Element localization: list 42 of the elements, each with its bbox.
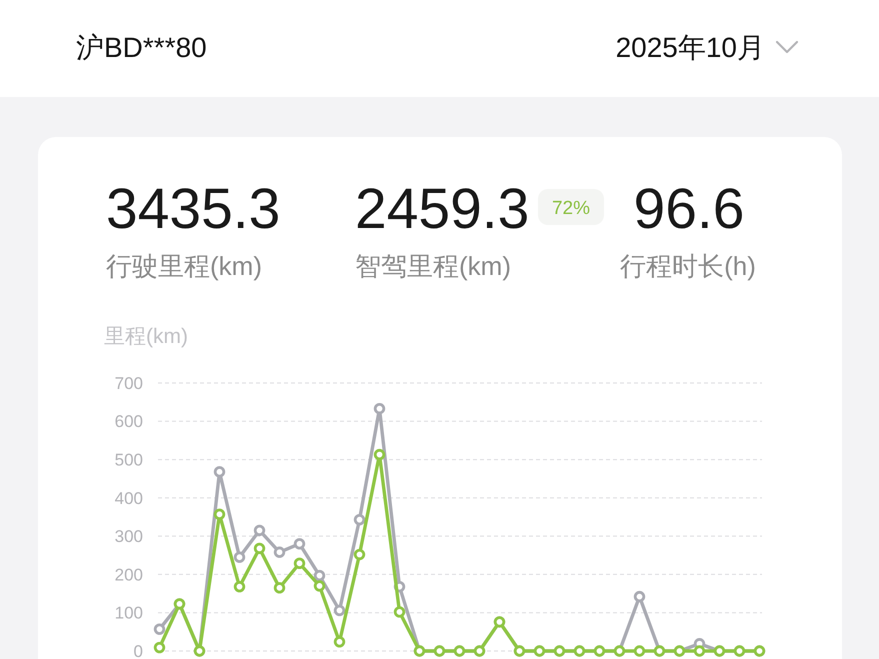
point	[634, 645, 646, 657]
y-axis-title: 里程(km)	[104, 325, 188, 348]
y-tick-label: 500	[114, 450, 143, 470]
point	[634, 590, 646, 602]
point	[214, 508, 226, 520]
point	[254, 542, 266, 554]
point	[314, 570, 326, 582]
point	[254, 524, 266, 536]
y-tick-label: 0	[134, 642, 143, 659]
y-tick-label: 600	[114, 412, 143, 432]
point	[314, 580, 326, 592]
text: 96.6	[634, 177, 744, 241]
point	[374, 448, 386, 460]
point	[294, 558, 306, 570]
point	[234, 580, 246, 592]
text: 行驶里程(km)	[106, 251, 262, 281]
text: 2025年10月	[616, 32, 765, 63]
y-tick-label: 100	[114, 604, 143, 623]
point	[234, 552, 246, 563]
point	[694, 645, 706, 657]
point	[274, 546, 286, 558]
point	[334, 636, 346, 648]
text: 2459.3	[355, 177, 530, 241]
point	[154, 623, 166, 635]
point	[354, 514, 366, 526]
y-tick-label: 400	[114, 488, 143, 508]
y-tick-label: 200	[114, 565, 143, 584]
point	[214, 466, 226, 478]
text: 3435.3	[106, 177, 280, 241]
point	[354, 548, 366, 560]
text: 智驾里程(km)	[355, 251, 511, 281]
point	[274, 582, 286, 594]
y-tick-label: 700	[114, 374, 143, 393]
point	[334, 604, 346, 616]
y-tick-label: 300	[114, 527, 143, 546]
text: 行程时长(h)	[620, 251, 756, 281]
text: 72%	[552, 198, 590, 219]
text: 沪BD***80	[76, 32, 207, 63]
point	[154, 642, 166, 654]
point	[294, 538, 306, 550]
point	[394, 606, 406, 618]
point	[374, 402, 386, 414]
